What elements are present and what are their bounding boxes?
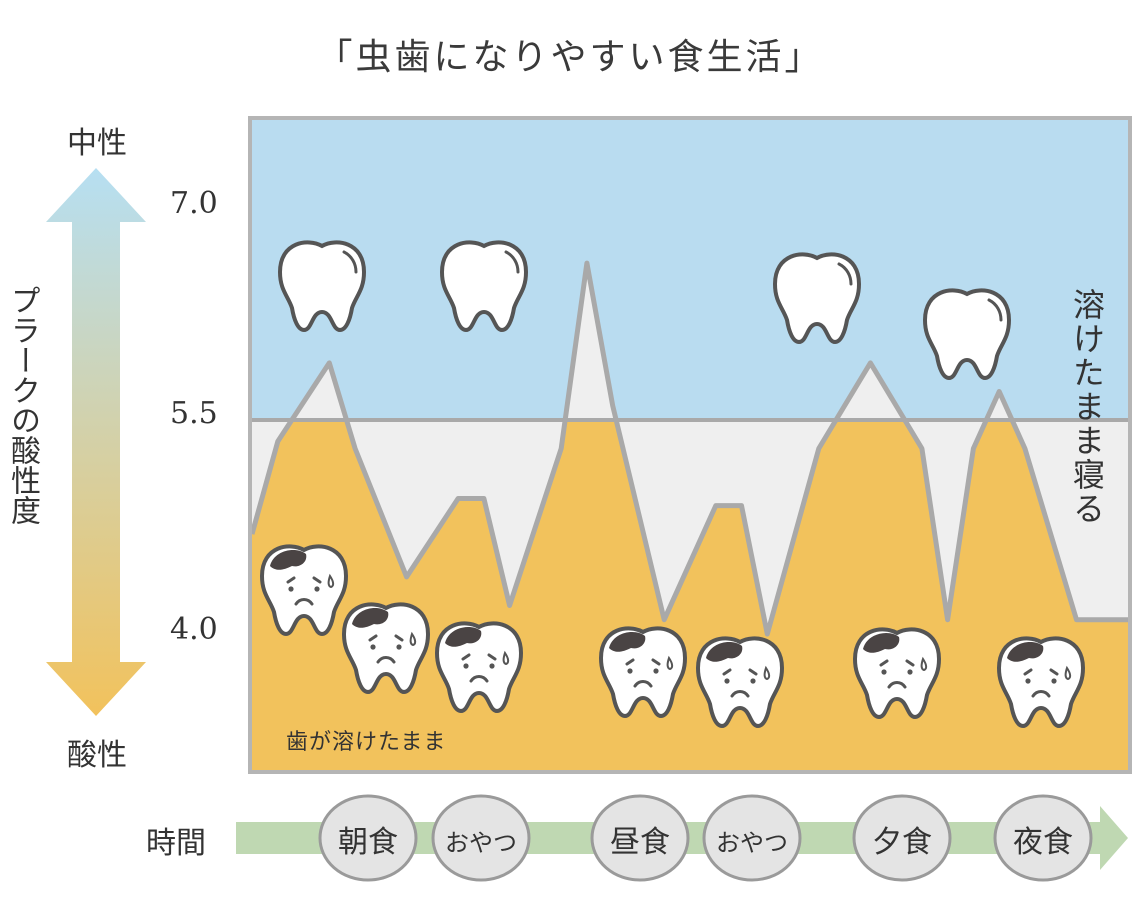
acidic-label: 酸性: [67, 738, 127, 773]
meal-snack-1: おやつ: [445, 829, 517, 857]
ph-gradient-arrow: [46, 168, 146, 716]
neutral-label: 中性: [67, 126, 127, 161]
decayed-tooth-icon: [695, 636, 785, 729]
decayed-tooth-icon: [852, 627, 942, 720]
meal-circle: [318, 794, 418, 882]
neutral-area: [252, 120, 1128, 420]
meal-circle: [993, 794, 1093, 882]
dissolving-note: 歯が溶けたまま: [286, 730, 447, 755]
decayed-tooth-icon: [598, 626, 688, 719]
healthy-tooth-icon: [922, 288, 1012, 381]
decayed-tooth-icon: [996, 636, 1086, 729]
tick-7-0: 7.0: [170, 186, 218, 221]
sleep-note: 溶けたまま寝る: [1068, 288, 1106, 526]
meal-breakfast: 朝食: [338, 825, 398, 860]
meal-late-snack: 夜食: [1013, 825, 1073, 860]
decayed-tooth-icon: [341, 602, 431, 695]
meal-circle: [702, 794, 802, 882]
healthy-tooth-icon: [277, 240, 367, 333]
meal-dinner: 夕食: [872, 825, 932, 860]
decayed-tooth-icon: [259, 544, 349, 637]
y-axis-title: プラークの酸性度: [5, 285, 40, 525]
tick-4-0: 4.0: [170, 612, 218, 647]
meal-circle: [852, 794, 952, 882]
healthy-tooth-icon: [772, 252, 862, 345]
meal-circle: [590, 794, 690, 882]
chart-title: 「虫歯になりやすい食生活」: [316, 37, 824, 78]
healthy-tooth-icon: [439, 240, 529, 333]
meal-snack-2: おやつ: [716, 829, 788, 857]
decayed-tooth-icon: [434, 621, 524, 714]
tick-5-5: 5.5: [170, 396, 218, 431]
meal-circle: [431, 794, 531, 882]
ph-curve: [252, 260, 1128, 637]
time-axis-label: 時間: [146, 826, 206, 861]
meal-lunch: 昼食: [610, 825, 670, 860]
